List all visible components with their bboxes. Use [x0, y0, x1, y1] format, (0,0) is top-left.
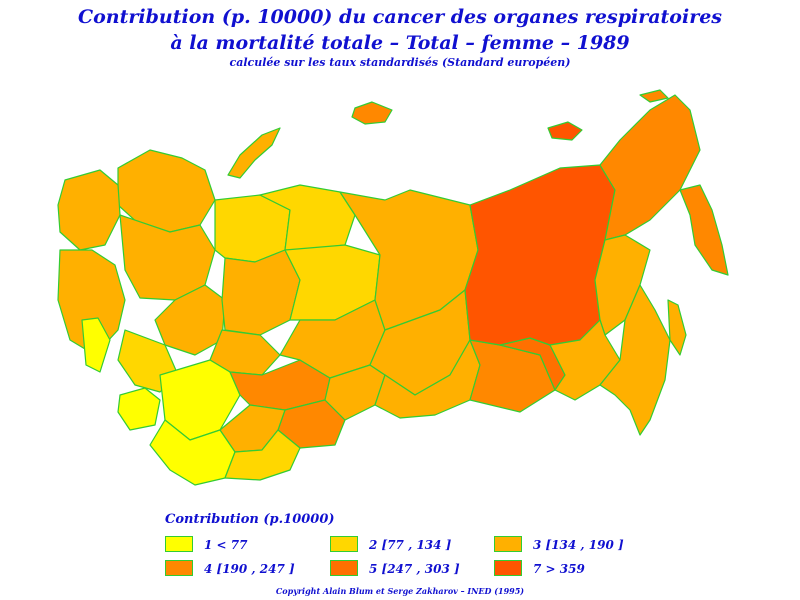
- region-wrangel-island: [639, 89, 669, 103]
- legend-swatch-6: [494, 560, 522, 576]
- map-title-line2: à la mortalité totale – Total – femme – …: [170, 32, 630, 54]
- region-new-siberian-islands: [547, 121, 583, 141]
- region-sakhalin: [667, 299, 687, 356]
- map-title-line1: Contribution (p. 10000) du cancer des or…: [78, 6, 722, 28]
- region-yakutia: [464, 164, 616, 346]
- region-magadan-chukotka: [599, 94, 701, 241]
- region-amur: [549, 319, 621, 401]
- region-novaya-zemlya: [227, 127, 281, 179]
- region-northwest: [117, 149, 216, 233]
- legend-label-4: 4 [190 , 247 ]: [204, 562, 295, 576]
- legend-swatch-1: [165, 536, 193, 552]
- region-kyrgyzstan-tajikistan: [224, 429, 301, 481]
- region-baltic-west: [57, 169, 121, 251]
- legend-label-3: 3 [134 , 190 ]: [533, 538, 624, 552]
- map-subtitle: calculée sur les taux standardisés (Stan…: [229, 56, 571, 69]
- copyright-text: Copyright Alain Blum et Serge Zakharov –…: [275, 586, 525, 596]
- region-transcaucasia: [117, 387, 161, 431]
- legend-label-6: 7 > 359: [533, 562, 585, 576]
- region-volga: [154, 284, 226, 356]
- region-kamchatka: [679, 184, 729, 276]
- legend-swatch-5: [330, 560, 358, 576]
- legend-swatch-4: [165, 560, 193, 576]
- region-belarus-ukraine: [57, 249, 126, 356]
- legend-label-2: 2 [77 , 134 ]: [369, 538, 452, 552]
- region-primorye: [599, 284, 671, 436]
- legend-swatch-2: [330, 536, 358, 552]
- region-urals: [221, 249, 301, 336]
- region-severnaya-zemlya: [351, 101, 393, 125]
- legend-label-1: 1 < 77: [204, 538, 248, 552]
- region-moldova-west-ukraine: [81, 317, 111, 373]
- legend-swatch-3: [494, 536, 522, 552]
- legend-label-5: 5 [247 , 303 ]: [369, 562, 460, 576]
- legend-title: Contribution (p.10000): [165, 512, 335, 527]
